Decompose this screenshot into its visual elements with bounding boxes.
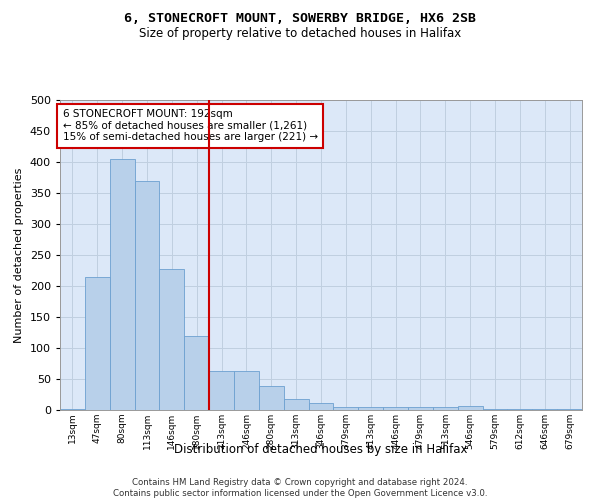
Bar [308,402,334,410]
Bar [259,386,284,410]
Text: Size of property relative to detached houses in Halifax: Size of property relative to detached ho… [139,28,461,40]
Bar [134,180,160,410]
Text: Distribution of detached houses by size in Halifax: Distribution of detached houses by size … [174,442,468,456]
Y-axis label: Number of detached properties: Number of detached properties [14,168,24,342]
Bar [334,407,358,410]
Bar [110,159,134,410]
Bar [458,406,482,410]
Bar [482,409,508,410]
Bar [383,407,408,410]
Bar [408,407,433,410]
Bar [209,371,234,410]
Bar [184,336,209,410]
Bar [508,409,532,410]
Bar [60,409,85,410]
Bar [433,407,458,410]
Bar [234,371,259,410]
Bar [358,407,383,410]
Bar [160,268,184,410]
Bar [284,400,308,410]
Text: 6 STONECROFT MOUNT: 192sqm
← 85% of detached houses are smaller (1,261)
15% of s: 6 STONECROFT MOUNT: 192sqm ← 85% of deta… [62,110,318,142]
Text: Contains HM Land Registry data © Crown copyright and database right 2024.
Contai: Contains HM Land Registry data © Crown c… [113,478,487,498]
Text: 6, STONECROFT MOUNT, SOWERBY BRIDGE, HX6 2SB: 6, STONECROFT MOUNT, SOWERBY BRIDGE, HX6… [124,12,476,26]
Bar [85,276,110,410]
